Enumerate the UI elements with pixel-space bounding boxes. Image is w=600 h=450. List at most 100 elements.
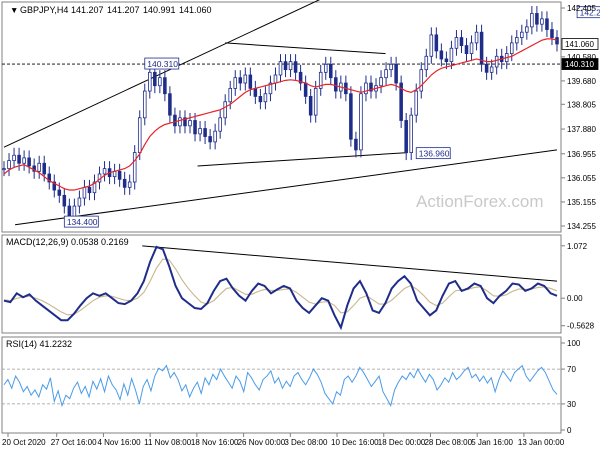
x-tick-label: 28 Dec 08:00 [424,438,472,447]
candle-body [42,162,46,175]
y-tick-label: 136.955 [567,150,596,159]
trend-line [225,42,386,55]
rsi-y-tick-label: 100 [567,339,581,348]
candle-body [92,181,97,194]
price-label-box [144,57,180,70]
candle-body [233,77,238,89]
y-tick-label: 139.680 [567,77,596,86]
candle-body [474,31,479,44]
candle-body [142,90,147,119]
candle-body [7,160,11,170]
candle-body [17,154,21,164]
candle-body [318,71,323,89]
trend-line [3,0,321,148]
x-tick-label: 3 Dec 08:00 [284,438,328,447]
price-panel-frame [1,1,562,233]
macd-panel-frame [1,234,562,334]
candle-body [82,186,87,199]
x-tick-label: 5 Jan 16:00 [471,438,513,447]
candle-body [127,181,132,188]
candle-body [258,96,263,103]
price-header-high: 141.207 [107,5,140,15]
y-tick-label: 134.255 [567,222,596,231]
macd-title: MACD(12,26,9) 0.0538 0.2169 [6,237,129,247]
candle-body [173,114,177,127]
candle-body [489,66,494,73]
candle-body [47,173,52,183]
rsi-y-tick-label: 30 [567,400,576,409]
candle-body [429,34,434,57]
candle-body [359,93,363,151]
candle-body [163,77,167,95]
macd-y-tick-label: -0.5628 [567,322,595,331]
candle-body [278,61,283,76]
candle-body [148,71,152,92]
candle-body [238,77,243,84]
macd-line [3,245,558,331]
price-label: 140.310 [147,59,178,69]
candle-body [545,18,549,30]
price-tag-box [561,38,599,50]
price-header-close: 141.060 [179,5,212,15]
price-label-box [415,147,451,160]
x-tick-label: 20 Oct 2020 [2,438,46,447]
price-label: 134.400 [67,217,98,227]
candle-body [132,152,137,183]
price-header-symbol: GBPJPY,H4 [20,5,68,15]
price-label: 136.960 [419,149,450,159]
rsi-line [3,364,558,408]
candle-body [153,71,157,87]
x-tick-label: 4 Nov 16:00 [97,438,141,447]
trend-line [197,152,408,167]
candle-body [369,82,373,92]
candle-body [439,50,444,60]
candle-body [283,61,288,71]
candle-body [203,128,207,137]
candle-body [520,31,524,38]
rsi-y-tick-label: 70 [567,365,576,374]
candle-body [178,117,182,127]
candle-body [117,170,122,180]
candle-body [459,37,464,46]
candle-body [218,117,222,132]
x-tick-label: 18 Nov 16:00 [191,438,239,447]
x-tick-label: 26 Nov 00:00 [238,438,286,447]
candle-body [515,37,519,44]
trend-line [14,149,558,226]
y-tick-label: 142.405 [567,4,596,13]
candle-body [122,178,127,188]
candle-body [102,168,107,175]
candle-body [484,63,489,73]
candle-body [77,197,82,207]
candle-body [399,82,403,121]
candle-body [454,37,459,49]
candle-body [22,157,26,164]
candle-body [208,136,212,143]
candle-body [72,205,77,218]
candle-body [464,45,469,55]
candle-body [37,162,41,172]
candle-body [364,82,368,95]
candle-body [248,74,253,89]
rsi-chart [2,364,561,408]
candle-body [308,96,313,116]
candle-body [213,130,217,143]
candle-body [394,63,398,84]
candle-body [188,120,192,127]
candle-body [329,63,333,79]
candle-body [27,157,31,167]
candle-body [389,63,393,71]
candle-body [223,101,227,119]
candle-body [494,55,499,68]
candle-body [303,82,308,97]
candle-body [62,194,67,207]
candle-body [509,42,514,55]
price-header-low: 140.991 [143,5,176,15]
candle-body [555,37,559,45]
candle-body [334,77,338,92]
candle-body [313,87,318,116]
candle-body [469,42,474,55]
candle-body [449,47,454,63]
candle-body [298,71,303,84]
